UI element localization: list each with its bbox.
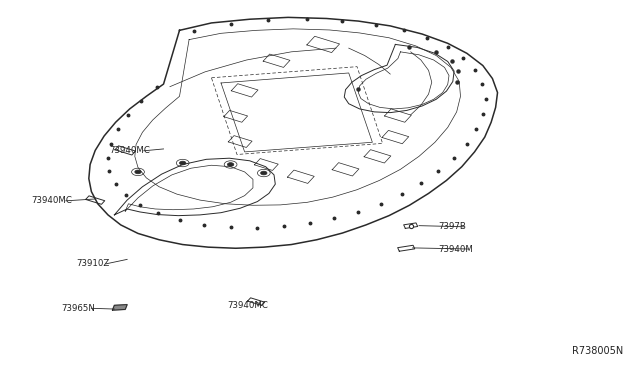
Text: 73910Z: 73910Z: [76, 259, 109, 268]
Circle shape: [227, 163, 234, 166]
Text: 73940MC: 73940MC: [227, 301, 268, 310]
Text: 7397B: 7397B: [438, 222, 466, 231]
Circle shape: [260, 171, 267, 175]
Text: 73965N: 73965N: [61, 304, 95, 313]
Polygon shape: [113, 305, 127, 310]
Circle shape: [135, 170, 141, 174]
Text: 73940MC: 73940MC: [31, 196, 72, 205]
Text: 73940MC: 73940MC: [109, 146, 150, 155]
Text: 73940M: 73940M: [438, 244, 473, 253]
Circle shape: [179, 161, 186, 165]
Text: R738005N: R738005N: [572, 346, 623, 356]
